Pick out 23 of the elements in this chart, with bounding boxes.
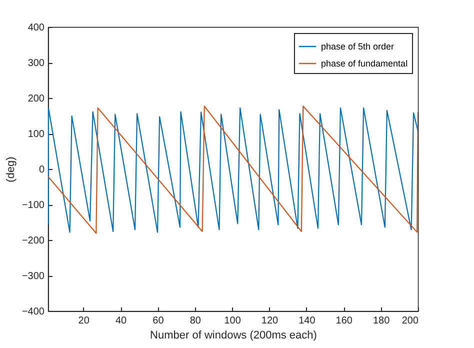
- x-axis-title: Number of windows (200ms each): [150, 330, 317, 342]
- y-tick-label: −300: [22, 271, 45, 282]
- y-tick-label: −200: [22, 236, 45, 246]
- legend-label: phase of fundamental: [321, 58, 408, 68]
- legend-label: phase of 5th order: [321, 42, 394, 52]
- x-tick-label: 180: [372, 316, 390, 326]
- x-tick-label: 80: [190, 316, 202, 326]
- x-tick-label: 200: [402, 316, 419, 326]
- x-tick-label: 140: [298, 316, 316, 326]
- y-tick-label: 0: [38, 164, 45, 176]
- y-tick-label: −400: [22, 306, 45, 318]
- y-tick-label: 200: [28, 94, 45, 104]
- y-tick-label: −100: [22, 200, 45, 211]
- x-tick-label: 100: [224, 316, 242, 326]
- x-tick-label: 60: [152, 316, 164, 326]
- y-tick-label: 100: [28, 129, 45, 140]
- y-tick-label: 300: [28, 58, 45, 69]
- x-tick-label: 40: [115, 316, 128, 326]
- x-tick-label: 20: [78, 316, 90, 326]
- x-tick-label: 120: [261, 316, 279, 326]
- x-tick-label: 160: [336, 316, 353, 326]
- y-axis-title: (deg): [4, 156, 17, 182]
- y-tick-label: 400: [28, 22, 45, 34]
